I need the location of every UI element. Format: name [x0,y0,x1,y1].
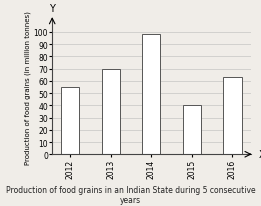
Text: Y: Y [49,4,55,14]
Bar [223,78,241,154]
Bar [142,35,161,154]
Text: Production of food grains in an Indian State during 5 consecutive years: Production of food grains in an Indian S… [6,185,255,204]
Bar [102,69,120,154]
Bar [183,106,201,154]
Text: X: X [258,150,261,159]
Y-axis label: Production of food grains (in million tonnes): Production of food grains (in million to… [24,11,31,164]
Bar [61,88,79,154]
